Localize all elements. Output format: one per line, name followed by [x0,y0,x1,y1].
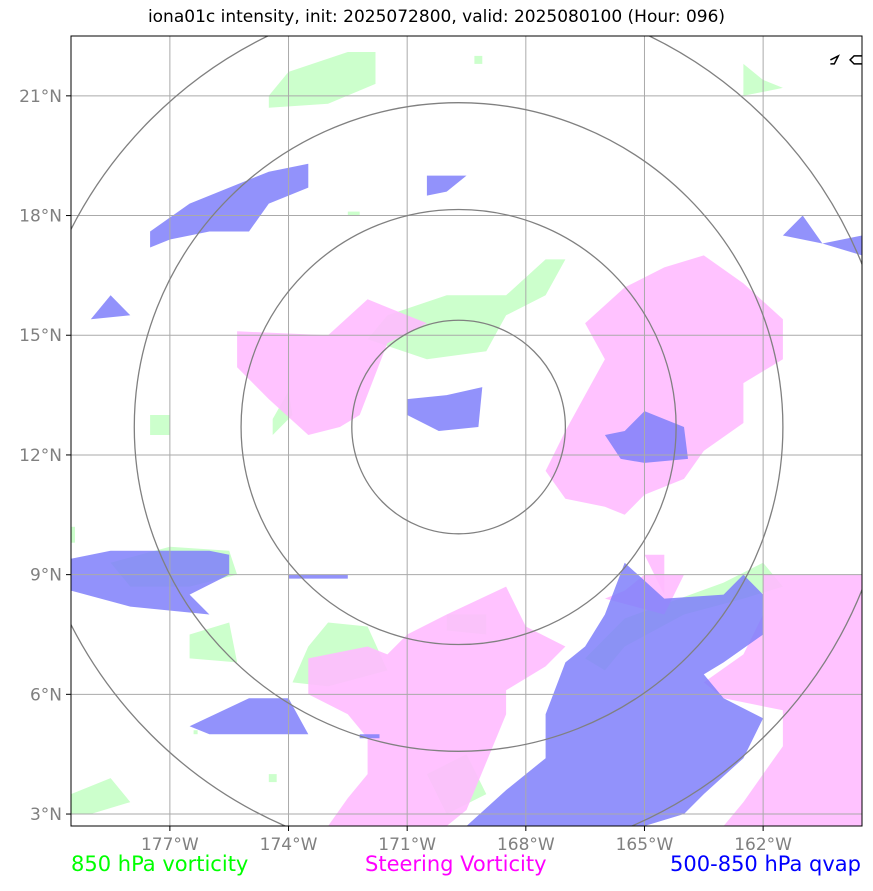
steering-vorticity-region [703,574,862,826]
y-tick-label: 21°N [19,87,62,107]
legend-qvap: 500-850 hPa qvap [670,852,861,876]
y-tick-label: 3°N [30,805,62,825]
y-tick-label: 15°N [19,326,62,346]
coastline-layer [830,54,862,65]
steering-vorticity-layer [237,255,862,826]
y-tick-label: 18°N [19,207,62,227]
coastline [830,54,840,65]
qvap-region [407,387,483,431]
legend-vorticity-850: 850 hPa vorticity [71,852,249,876]
vorticity-850-region [71,526,75,543]
vorticity-850-region [150,415,170,435]
axis-ticks: 177°W 174°W 171°W 168°W 165°W 162°W 21°N 18°N 15… [19,87,792,855]
vorticity-850-region [474,55,483,64]
x-tick-label: 168°W [497,835,555,855]
coastline [849,55,862,65]
vorticity-850-region [367,259,566,360]
x-tick-label: 165°W [616,835,674,855]
steering-vorticity-region [545,255,783,515]
steering-vorticity-region [237,299,427,435]
qvap-region [426,175,467,196]
graticule [71,36,862,826]
map-frame [70,35,863,827]
vorticity-850-region [347,211,360,216]
vorticity-850-region [193,730,198,735]
y-tick-label: 6°N [30,685,62,705]
vorticity-850-region [71,778,131,814]
steering-vorticity-region [308,586,566,826]
legend-steering-vorticity: Steering Vorticity [365,852,547,876]
range-rings [71,36,862,826]
x-tick-label: 162°W [734,835,792,855]
plot-title: iona01c intensity, init: 2025072800, val… [147,7,726,27]
y-tick-label: 12°N [19,446,62,466]
x-tick-label: 174°W [260,835,318,855]
y-tick-label: 9°N [30,566,62,586]
qvap-region [90,295,131,320]
x-tick-label: 171°W [378,835,436,855]
qvap-region [782,215,862,256]
x-tick-label: 177°W [141,835,199,855]
vorticity-850-region [268,52,376,108]
range-ring [240,208,677,646]
vorticity-850-region [743,63,783,96]
qvap-region [150,163,309,248]
range-ring [351,319,567,535]
qvap-region [288,574,348,579]
qvap-region [604,411,688,463]
qvap-region [189,698,309,735]
range-ring [133,102,784,752]
qvap-region [71,550,230,615]
vorticity-850-region [268,774,277,783]
